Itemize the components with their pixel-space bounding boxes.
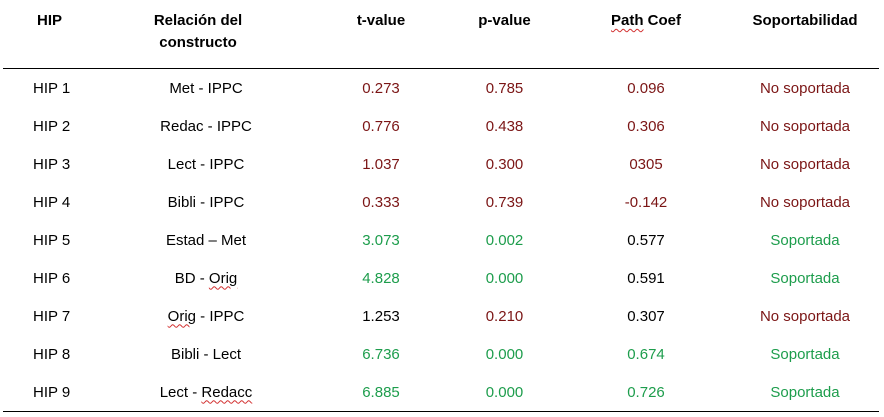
cell-soportabilidad: Soportada [731,373,879,412]
cell-tvalue: 4.828 [362,269,400,287]
cell-tvalue: 3.073 [362,231,400,249]
cell-relacion: Lect - Redacc [98,373,314,412]
cell-relacion: Met - IPPC [98,69,314,108]
header-relacion: Relación del constructo [98,6,314,69]
cell-soportabilidad: Soportada [770,231,840,249]
cell-pvalue: 0.438 [485,117,524,135]
cell-path-coef: 0.591 [627,269,665,287]
table-header: HIP Relación del constructo t-value p-va… [3,6,879,69]
cell-relacion: Estad – Met [98,221,314,259]
table-row: HIP 1 Met - IPPC 0.273 0.785 0.096 No so… [3,69,879,108]
cell-hip: HIP 5 [33,231,71,249]
cell-relacion-a: Bibli - Lect [170,345,242,363]
cell-pvalue: 0.000 [485,345,524,363]
cell-pvalue: 0.210 [485,307,524,325]
header-soportabilidad: Soportabilidad [731,6,879,69]
cell-pvalue: 0.785 [485,79,524,97]
cell-pvalue: 0.300 [485,155,524,173]
cell-relacion-a: Estad – Met [165,231,247,249]
cell-relacion-a: Met - IPPC [169,79,243,97]
header-pvalue: p-value [448,6,561,69]
cell-pvalue: 0.000 [448,373,561,412]
cell-hip: HIP 9 [3,373,98,412]
cell-relacion-c: - IPPC [196,307,245,325]
cell-relacion: Orig - IPPC [98,297,314,335]
cell-soportabilidad: No soportada [759,155,851,173]
table-row: HIP 2 Redac - IPPC 0.776 0.438 0.306 No … [3,107,879,145]
cell-pvalue: 0.739 [485,193,524,211]
cell-path-coef: 0.577 [627,231,665,249]
cell-soportabilidad: No soportada [759,307,851,325]
table-row: HIP 7 Orig - IPPC 1.253 0.210 0.307 No s… [3,297,879,335]
cell-hip: HIP 4 [33,193,71,211]
cell-hip: HIP 8 [33,345,71,363]
cell-relacion: Redac - IPPC [98,107,314,145]
cell-tvalue: 1.037 [362,155,400,173]
cell-relacion: Lect - IPPC [98,145,314,183]
cell-tvalue: 6.736 [362,345,400,363]
header-path-coef-b: Coef [647,12,682,29]
cell-hip: HIP 1 [33,79,71,97]
table-row: HIP 6 BD - Orig 4.828 0.000 0.591 Soport… [3,259,879,297]
cell-hip: HIP 6 [33,269,71,287]
cell-relacion-a: Lect - IPPC [167,155,245,173]
cell-path-coef: 0.674 [627,345,665,363]
cell-tvalue: 1.253 [362,307,400,325]
table-row: HIP 9 Lect - Redacc 6.885 0.000 0.726 So… [3,373,879,412]
header-tvalue: t-value [314,6,448,69]
cell-pvalue: 0.000 [485,269,524,287]
cell-relacion: Bibli - IPPC [98,183,314,221]
cell-path-coef: 0.726 [561,373,731,412]
header-hip: HIP [3,6,98,69]
cell-path-coef: 0.307 [627,307,665,325]
cell-relacion-b: Orig [208,269,238,287]
table-row: HIP 4 Bibli - IPPC 0.333 0.739 -0.142 No… [3,183,879,221]
cell-relacion: Bibli - Lect [98,335,314,373]
table-row: HIP 5 Estad – Met 3.073 0.002 0.577 Sopo… [3,221,879,259]
cell-tvalue: 0.333 [362,193,400,211]
cell-soportabilidad: No soportada [759,117,851,135]
cell-relacion-a: Bibli - IPPC [167,193,245,211]
cell-relacion-a: Redac - IPPC [160,117,252,135]
cell-path-coef: 0305 [629,155,663,173]
cell-pvalue: 0.002 [485,231,524,249]
cell-relacion: BD - Orig [98,259,314,297]
cell-path-coef: 0.096 [627,79,665,97]
cell-soportabilidad: No soportada [759,193,851,211]
table-row: HIP 8 Bibli - Lect 6.736 0.000 0.674 Sop… [3,335,879,373]
cell-soportabilidad: No soportada [759,79,851,97]
cell-hip: HIP 7 [33,307,71,325]
cell-path-coef: -0.142 [624,193,668,211]
cell-soportabilidad: Soportada [770,345,840,363]
cell-relacion-b: Orig [167,307,196,325]
table-row: HIP 3 Lect - IPPC 1.037 0.300 0305 No so… [3,145,879,183]
cell-relacion-a: Lect - [159,383,202,401]
table-body: HIP 1 Met - IPPC 0.273 0.785 0.096 No so… [3,69,879,412]
cell-path-coef: 0.306 [627,117,665,135]
cell-tvalue: 0.776 [362,117,400,135]
cell-hip: HIP 2 [33,117,71,135]
hypothesis-table: HIP Relación del constructo t-value p-va… [3,6,879,412]
cell-tvalue: 0.273 [362,79,400,97]
cell-soportabilidad: Soportada [770,269,840,287]
cell-relacion-a: BD - [174,269,209,287]
header-relacion-line2: constructo [159,34,237,51]
header-row: HIP Relación del constructo t-value p-va… [3,6,879,69]
cell-relacion-b: Redacc [201,383,253,401]
cell-tvalue: 6.885 [314,373,448,412]
cell-hip: HIP 3 [33,155,71,173]
header-relacion-line1: Relación del [153,12,243,29]
header-path-coef: Path Coef [561,6,731,69]
header-path-coef-a: Path [610,12,644,29]
